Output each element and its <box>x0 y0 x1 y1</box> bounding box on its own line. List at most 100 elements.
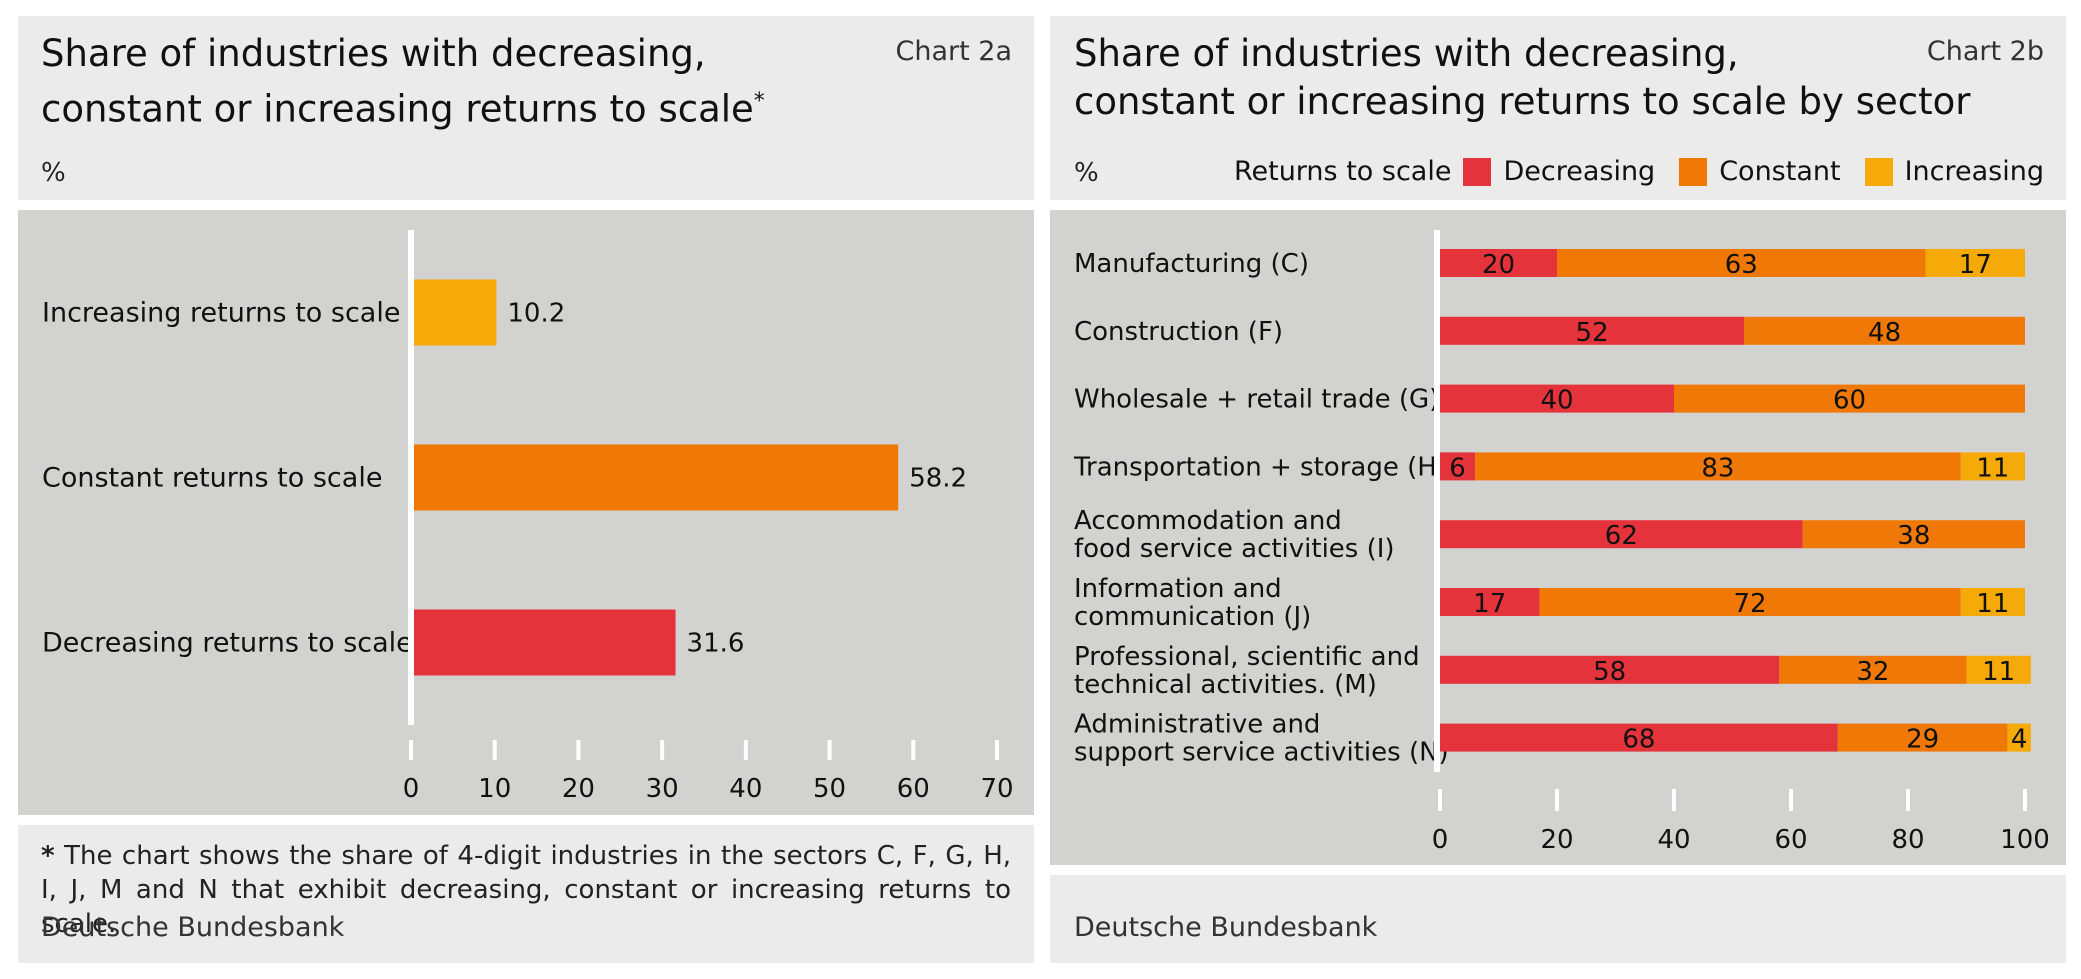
data-label: 6 <box>1449 453 1466 483</box>
category-label: Transportation + storage (H) <box>1073 452 1447 482</box>
data-label: 11 <box>1982 657 2015 687</box>
x-tick-label: 40 <box>1657 825 1690 855</box>
x-tick-label: 0 <box>403 774 420 804</box>
right-unit: % <box>1074 158 1099 188</box>
bar-segment-constant <box>1779 655 1967 684</box>
data-label: 32 <box>1856 657 1889 687</box>
x-tick <box>1789 789 1793 811</box>
x-tick <box>995 740 999 760</box>
x-tick <box>2023 789 2027 811</box>
bar-segment-constant <box>1557 249 1926 277</box>
x-tick <box>576 740 581 760</box>
category-label: Wholesale + retail trade (G) <box>1074 385 1439 415</box>
right-footer: Deutsche Bundesbank <box>1050 875 2066 963</box>
x-tick <box>1438 789 1442 811</box>
bar-segment-decreasing <box>1440 452 1476 481</box>
bar-segment-constant <box>1475 452 1961 481</box>
footnote-mark: * <box>41 841 55 871</box>
left-title-line2-wrap: constant or increasing returns to scale* <box>41 78 765 133</box>
x-tick-label: 70 <box>980 774 1013 804</box>
right-chart-number: Chart 2b <box>1926 36 2044 67</box>
footnote-text: The chart shows the share of 4-digit ind… <box>41 841 1012 939</box>
left-unit: % <box>41 158 66 188</box>
category-label: Decreasing returns to scale <box>42 628 413 659</box>
data-label: 58 <box>1593 657 1626 687</box>
category-label: Accommodation and <box>1074 506 1342 536</box>
right-source: Deutsche Bundesbank <box>1074 912 1378 943</box>
bar-segment-decreasing <box>1440 588 1540 616</box>
bar-segment-increasing <box>1925 249 2025 277</box>
bar-segment-constant <box>1744 316 2025 345</box>
bar-segment-increasing <box>1960 588 2025 616</box>
x-tick <box>660 740 665 760</box>
bar-segment-decreasing <box>1440 655 1780 684</box>
data-label: 4 <box>2011 725 2028 755</box>
left-title: Share of industries with decreasing, con… <box>41 30 765 133</box>
left-plot-area: Increasing returns to scale 10.2 Constant … <box>18 210 1034 815</box>
data-label: 60 <box>1833 386 1866 416</box>
right-chart: Manufacturing (C) 20 63 17 Construction (F) 5… <box>1073 230 2050 855</box>
bar-segment-constant <box>1539 588 1961 616</box>
data-label: 11 <box>1976 453 2009 483</box>
x-tick <box>1906 789 1910 811</box>
x-tick <box>827 740 832 760</box>
data-label: 11 <box>1976 589 2009 619</box>
bar-segment-decreasing <box>1440 249 1557 277</box>
category-label: Manufacturing (C) <box>1074 249 1309 279</box>
left-footnote: * The chart shows the share of 4-digit i… <box>41 839 1011 941</box>
left-source: Deutsche Bundesbank <box>41 912 345 943</box>
bar-segment-increasing <box>2007 723 2031 752</box>
left-title-mark: * <box>753 89 765 114</box>
x-tick-label: 50 <box>813 774 846 804</box>
x-tick-label: 0 <box>1432 825 1449 855</box>
left-footer: * The chart shows the share of 4-digit i… <box>18 825 1034 963</box>
x-tick <box>492 740 497 760</box>
bar-segment-decreasing <box>1440 316 1745 345</box>
bar-segment-constant <box>1802 520 2025 549</box>
right-title-line2: constant or increasing returns to scale … <box>1074 80 1971 123</box>
data-label: 38 <box>1897 521 1930 551</box>
legend-label-increasing: Increasing <box>1904 156 2044 187</box>
data-label: 83 <box>1701 453 1734 483</box>
bar-segment-decreasing <box>1440 723 1838 752</box>
category-label: Increasing returns to scale <box>42 298 400 329</box>
x-tick-label: 40 <box>729 774 762 804</box>
data-label: 48 <box>1868 318 1901 348</box>
x-tick <box>409 740 413 760</box>
x-tick-label: 100 <box>2000 825 2050 855</box>
bar-segment-decreasing <box>1440 520 1803 549</box>
left-chart: Increasing returns to scale 10.2 Constant … <box>42 230 1014 804</box>
legend-title: Returns to scale <box>1233 156 1452 187</box>
category-label: Information and <box>1074 574 1282 604</box>
right-plot-area: Manufacturing (C) 20 63 17 Construction (F) 5… <box>1050 210 2066 865</box>
data-label: 72 <box>1734 589 1767 619</box>
right-title: Share of industries with decreasing, con… <box>1074 30 1970 126</box>
x-tick-label: 20 <box>562 774 595 804</box>
category-label: food service activities (I) <box>1074 534 1395 564</box>
data-label: 10.2 <box>507 299 565 329</box>
x-tick <box>743 740 748 760</box>
right-header: Share of industries with decreasing, con… <box>1050 16 2066 200</box>
x-tick-label: 30 <box>646 774 679 804</box>
data-label: 17 <box>1959 250 1992 280</box>
right-title-line1: Share of industries with decreasing, <box>1074 32 1739 75</box>
bar-segment-increasing <box>1960 452 2025 481</box>
data-label: 40 <box>1540 386 1573 416</box>
x-tick-label: 60 <box>1774 825 1807 855</box>
left-title-line1: Share of industries with decreasing, <box>41 32 706 75</box>
data-label: 68 <box>1622 725 1655 755</box>
data-label: 20 <box>1482 250 1515 280</box>
x-tick <box>911 740 916 760</box>
bar-segment-decreasing <box>1440 384 1674 413</box>
x-tick-label: 80 <box>1891 825 1924 855</box>
bar <box>414 444 899 511</box>
data-label: 52 <box>1576 318 1609 348</box>
data-label: 17 <box>1473 589 1506 619</box>
left-chart-number: Chart 2a <box>895 36 1012 67</box>
x-tick-label: 10 <box>478 774 511 804</box>
legend-swatch-decreasing <box>1463 157 1492 186</box>
category-label: support service activities (N) <box>1074 738 1449 768</box>
x-tick <box>1555 789 1559 811</box>
data-label: 29 <box>1906 725 1939 755</box>
legend-label-decreasing: Decreasing <box>1503 156 1656 187</box>
